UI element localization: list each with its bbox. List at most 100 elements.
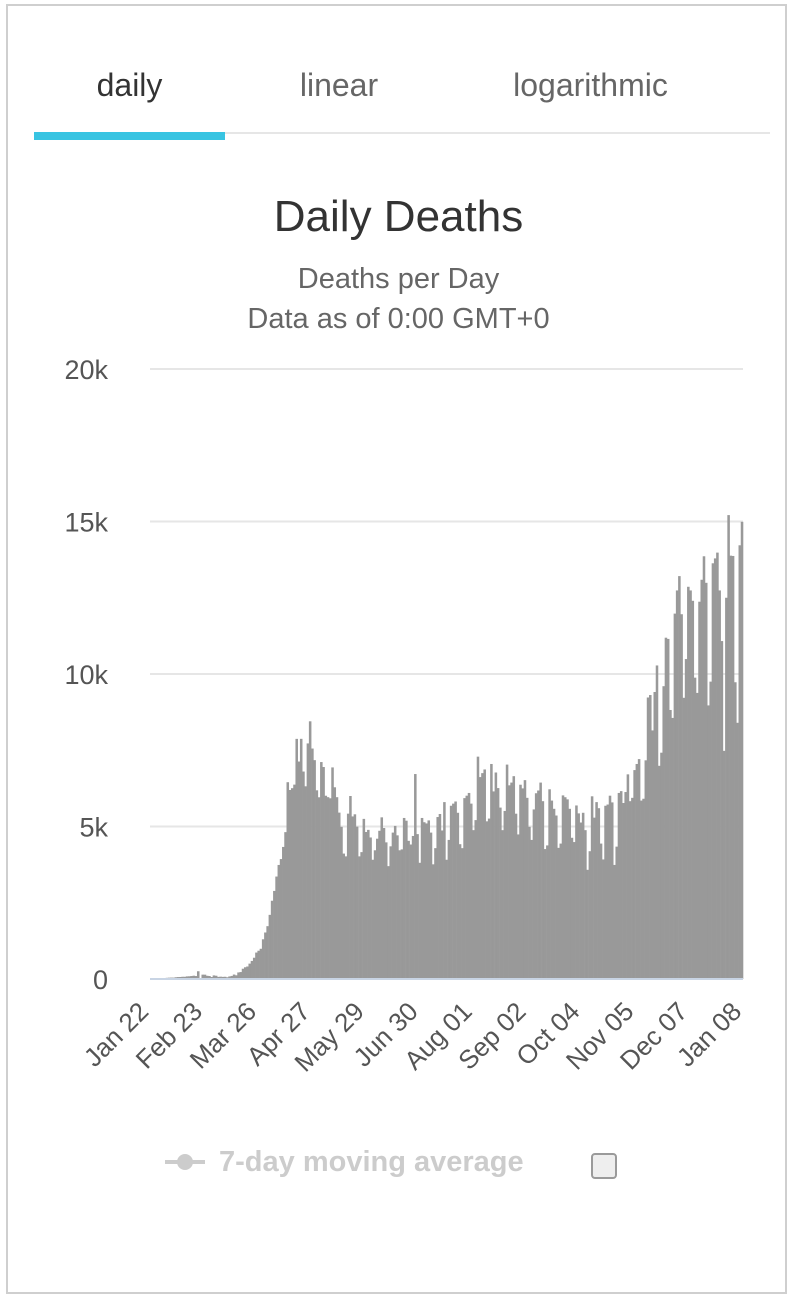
bar [485,821,489,979]
bar [264,932,267,979]
bar [203,974,207,979]
bar [369,837,372,979]
bar [704,582,708,979]
bar [675,590,679,979]
bar [346,813,350,979]
bar [657,765,661,979]
bar [635,763,639,979]
bar [329,798,332,979]
bar [326,797,330,979]
bar [642,798,645,979]
bar [261,939,265,979]
bar [633,770,636,979]
bar [411,835,415,979]
bar [512,776,516,979]
bar [624,792,627,979]
bar [232,974,236,979]
bar [698,601,701,979]
bar [584,830,587,979]
bar [575,805,578,979]
bar [510,782,513,979]
bar [223,976,227,979]
bar [194,976,198,979]
bar [196,971,200,979]
bar [595,802,598,979]
bar [322,767,325,979]
bar [367,829,370,979]
bar [516,834,520,979]
y-tick-label: 20k [64,355,108,385]
bar [380,817,384,979]
legend-item-moving-average[interactable]: 7-day moving average [163,1140,524,1184]
bar [709,681,712,980]
bar [306,743,310,979]
y-tick-label: 10k [64,660,108,690]
bar [414,774,417,979]
bar [561,795,565,979]
bar [277,864,281,979]
bar [409,844,413,979]
bar [396,835,399,979]
bar [212,975,216,979]
bar [608,795,612,979]
bar [237,972,240,979]
bar [241,968,245,979]
bar [246,966,249,979]
bar [192,975,196,979]
bar [541,801,545,979]
bar [700,579,704,979]
bar [720,641,724,979]
bar [429,832,433,979]
bar [483,769,486,979]
bar [185,976,189,979]
bar [577,813,580,979]
tab-daily[interactable]: daily [96,66,163,103]
bar [666,638,670,979]
bar [734,682,737,979]
bar [617,792,621,979]
bar [519,784,522,979]
bar [557,847,560,979]
bar [644,760,648,979]
tab-logarithmic[interactable]: logarithmic [513,66,668,103]
bar [559,843,563,979]
y-tick-label: 5k [79,813,108,843]
bar [474,820,478,979]
bar [219,976,222,979]
bar [707,705,710,979]
bar [371,859,375,979]
bar [434,848,437,979]
bar [337,812,341,979]
bar [660,752,663,979]
bar [481,773,484,980]
bar [239,972,243,979]
bar [508,785,511,979]
bar [449,805,453,979]
bar [389,846,392,979]
bar [678,576,681,979]
bar [528,826,531,979]
bar [552,808,556,979]
bar [286,782,290,979]
moving-average-checkbox[interactable] [591,1153,617,1179]
bar [293,784,296,979]
bar [405,820,408,979]
bar [581,812,585,979]
bar [472,830,475,979]
bar [436,817,439,979]
bar [355,826,359,979]
bar [626,774,630,979]
bar [416,834,419,980]
bar [548,789,551,979]
bar [662,686,665,979]
tab-linear[interactable]: linear [299,66,379,103]
bar [702,556,706,979]
chart-title: Daily Deaths [273,192,524,241]
bar [400,849,404,980]
bar [456,812,460,979]
bar [713,558,717,979]
bar [340,826,343,979]
bar [606,804,610,979]
bar [342,853,345,979]
bar [221,976,225,979]
